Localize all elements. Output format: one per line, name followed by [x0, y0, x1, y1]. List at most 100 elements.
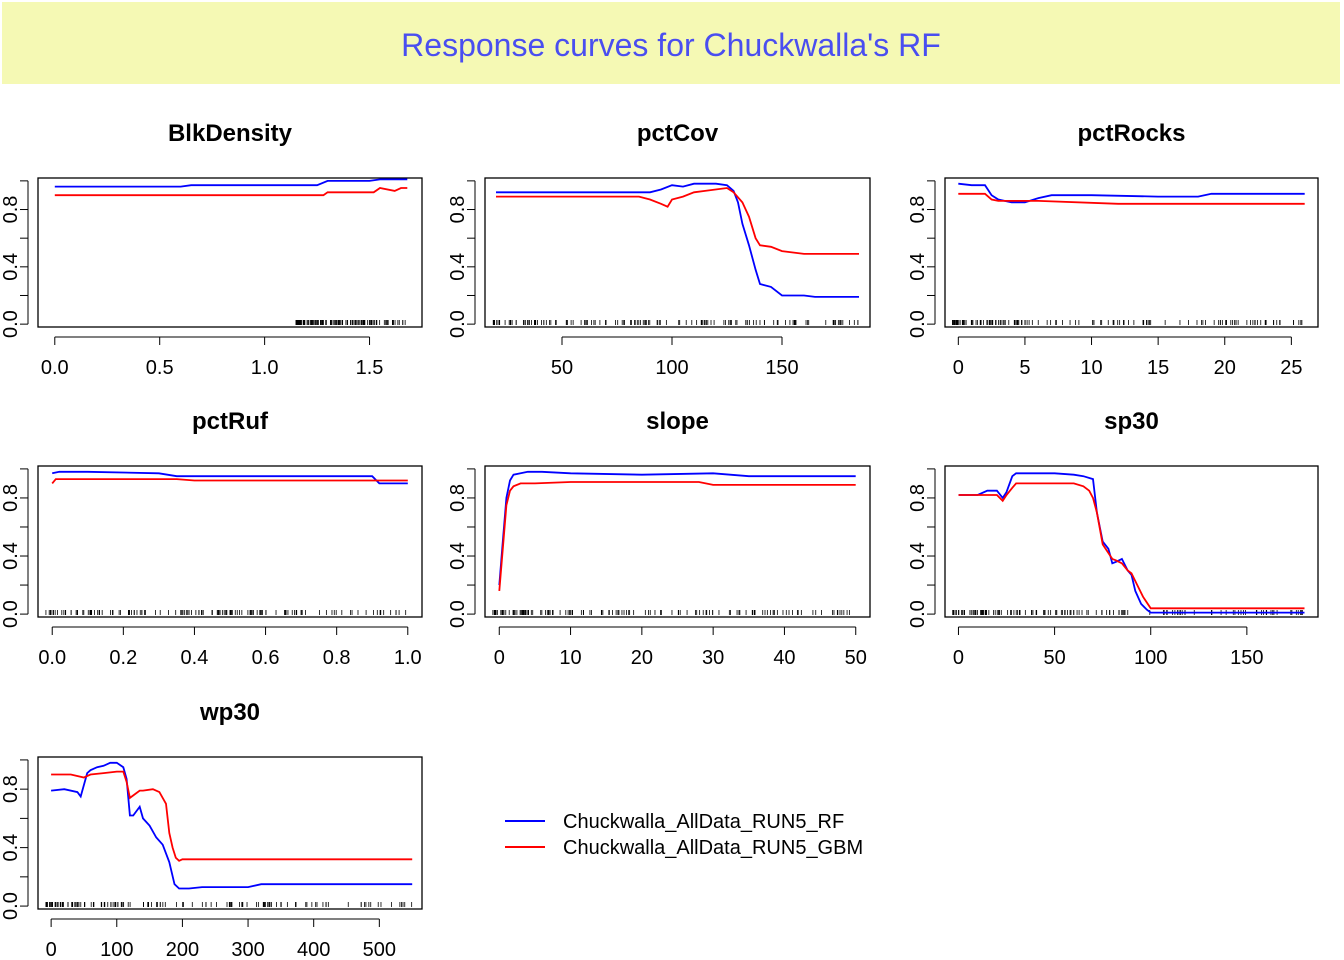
panel-title: slope: [646, 408, 709, 435]
y-tick-label: 0.4: [907, 253, 929, 281]
series-line-gbm: [54, 187, 408, 197]
y-tick-label: 0.0: [0, 310, 22, 338]
x-tick-label: 0: [953, 357, 964, 379]
panel-title: BlkDensity: [168, 120, 293, 147]
y-tick-label: 0.8: [0, 775, 22, 803]
x-tick-label: 20: [631, 647, 653, 669]
x-tick-label: 0.5: [146, 357, 174, 379]
series-line-gbm: [51, 770, 413, 862]
x-tick-label: 0: [953, 647, 964, 669]
x-tick-label: 0: [494, 647, 505, 669]
legend-label: Chuckwalla_AllData_RUN5_RF: [563, 811, 844, 833]
panel-BlkDensity: BlkDensity 0.0 0.5 1.0 1.5 0.0 0.4 0.8: [0, 120, 423, 379]
y-tick-label: 0.0: [907, 600, 929, 628]
series-line-gbm: [958, 192, 1305, 205]
x-tick-label: 0.0: [38, 647, 66, 669]
x-tick-label: 0.6: [252, 647, 280, 669]
x-tick-label: 0.0: [41, 357, 69, 379]
y-tick-label: 0.8: [0, 484, 22, 512]
panel-pctRocks: pctRocks 0 5 10 15 20 25 0.0 0.4 0.8: [907, 120, 1319, 379]
y-tick-label: 0.8: [447, 196, 469, 224]
x-tick-label: 1.5: [356, 357, 384, 379]
y-tick-label: 0.0: [907, 310, 929, 338]
y-tick-label: 0.0: [0, 892, 22, 920]
series-line-rf: [54, 178, 408, 188]
x-tick-label: 150: [1230, 647, 1263, 669]
y-tick-label: 0.8: [907, 484, 929, 512]
series-line-rf: [496, 182, 859, 298]
x-tick-label: 30: [702, 647, 724, 669]
series-line-rf: [958, 472, 1305, 614]
panel-sp30: sp30 0 50 100 150 0.0 0.4 0.8: [907, 408, 1319, 669]
x-tick-label: 100: [655, 357, 688, 379]
panel-title: pctRocks: [1077, 120, 1185, 147]
x-tick-label: 50: [551, 357, 573, 379]
x-tick-label: 0.4: [181, 647, 209, 669]
x-tick-label: 400: [297, 939, 330, 960]
rug: [45, 610, 407, 615]
x-tick-label: 5: [1019, 357, 1030, 379]
x-tick-label: 150: [765, 357, 798, 379]
legend: Chuckwalla_AllData_RUN5_RF Chuckwalla_All…: [505, 811, 863, 859]
plot-frame: [37, 756, 423, 910]
y-tick-label: 0.4: [447, 253, 469, 281]
x-tick-label: 0.2: [109, 647, 137, 669]
x-tick-label: 25: [1280, 357, 1302, 379]
rug: [952, 320, 1303, 325]
y-tick-label: 0.4: [0, 834, 22, 862]
x-tick-label: 200: [166, 939, 199, 960]
y-tick-label: 0.0: [447, 310, 469, 338]
plot-frame: [37, 177, 423, 328]
legend-label: Chuckwalla_AllData_RUN5_GBM: [563, 837, 863, 859]
x-tick-label: 300: [231, 939, 264, 960]
plot-frame: [37, 465, 423, 618]
rug: [45, 902, 413, 907]
plot-frame: [484, 177, 871, 328]
series-line-rf: [498, 470, 856, 586]
x-tick-label: 20: [1214, 357, 1236, 379]
x-tick-label: 40: [773, 647, 795, 669]
plot-frame: [944, 465, 1319, 618]
x-tick-label: 0: [46, 939, 57, 960]
series-line-gbm: [496, 187, 859, 255]
x-tick-label: 50: [1043, 647, 1065, 669]
rug: [295, 320, 406, 325]
panel-slope: slope 0 10 20 30 40 50 0.0 0.4 0.8: [447, 408, 871, 669]
x-tick-label: 0.8: [323, 647, 351, 669]
x-tick-label: 10: [559, 647, 581, 669]
y-tick-label: 0.4: [447, 542, 469, 570]
series-line-gbm: [51, 478, 408, 484]
panel-pctCov: pctCov 50 100 150 0.0 0.4 0.8: [447, 120, 871, 379]
panel-title: pctRuf: [192, 408, 269, 435]
series-line-gbm: [958, 482, 1305, 610]
panel-title: sp30: [1104, 408, 1159, 435]
y-tick-label: 0.4: [0, 542, 22, 570]
x-tick-label: 15: [1147, 357, 1169, 379]
series-line-rf: [958, 182, 1305, 204]
rug: [492, 320, 859, 325]
x-tick-label: 1.0: [251, 357, 279, 379]
series-line-gbm: [498, 481, 856, 591]
plot-frame: [944, 177, 1319, 328]
panel-pctRuf: pctRuf 0.0 0.2 0.4 0.6 0.8 1.0 0.0 0.4 0.8: [0, 408, 423, 669]
x-tick-label: 10: [1080, 357, 1102, 379]
x-tick-label: 1.0: [394, 647, 422, 669]
x-tick-label: 100: [1134, 647, 1167, 669]
y-tick-label: 0.8: [0, 196, 22, 224]
rug: [492, 610, 850, 615]
y-tick-label: 0.0: [0, 600, 22, 628]
series-line-rf: [51, 761, 413, 890]
title-band: Response curves for Chuckwalla's RF: [2, 2, 1340, 84]
plot-frame: [484, 465, 871, 618]
y-tick-label: 0.0: [447, 600, 469, 628]
y-tick-label: 0.8: [907, 196, 929, 224]
y-tick-label: 0.8: [447, 484, 469, 512]
x-tick-label: 50: [845, 647, 867, 669]
y-tick-label: 0.4: [907, 542, 929, 570]
x-tick-label: 100: [100, 939, 133, 960]
panel-wp30: wp30 0 100 200 300 400 500 0.0 0.4 0.8: [0, 699, 423, 960]
series-line-rf: [52, 470, 408, 485]
x-tick-label: 500: [363, 939, 396, 960]
panel-title: wp30: [199, 699, 260, 726]
